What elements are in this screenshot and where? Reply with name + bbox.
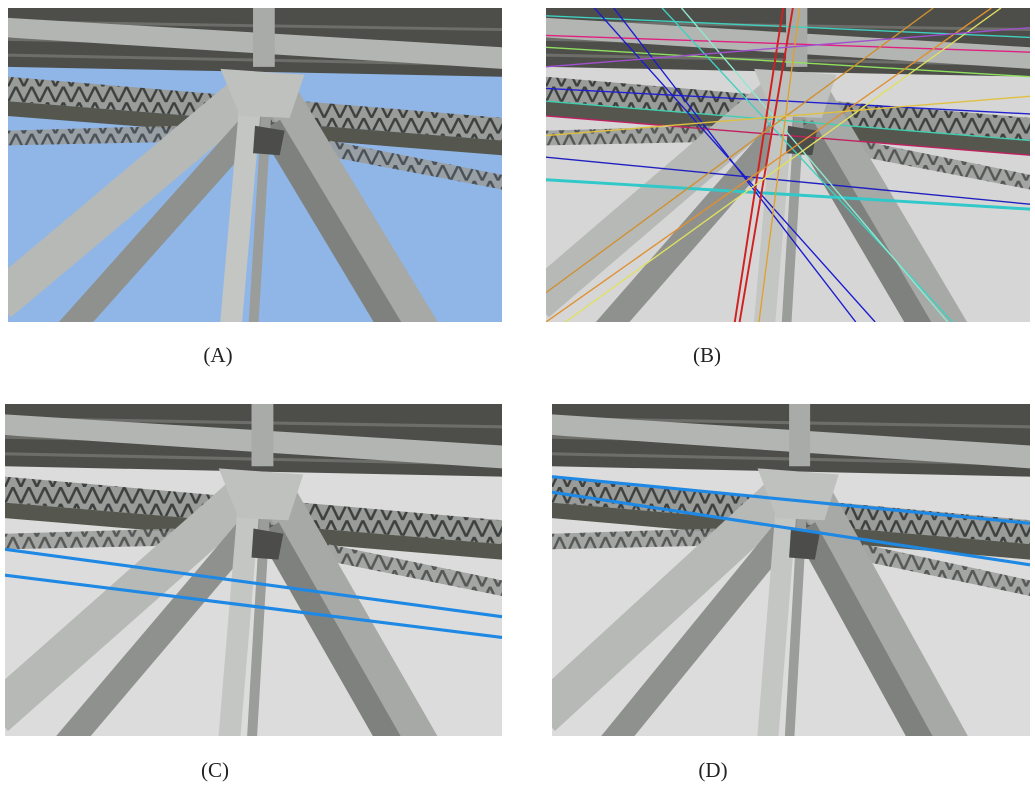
photo-a bbox=[0, 8, 502, 332]
caption: (A) bbox=[203, 343, 232, 367]
photo-c bbox=[0, 404, 502, 746]
caption: (D) bbox=[698, 758, 727, 782]
page: {"figure": {"panels": [{"caption": "(A)"… bbox=[0, 0, 1035, 784]
photo-b bbox=[536, 8, 1030, 332]
photo-d bbox=[542, 404, 1030, 746]
figure: (A) (B) (C) (D) bbox=[0, 0, 1035, 784]
caption: (B) bbox=[693, 343, 721, 367]
caption: (C) bbox=[201, 758, 229, 782]
